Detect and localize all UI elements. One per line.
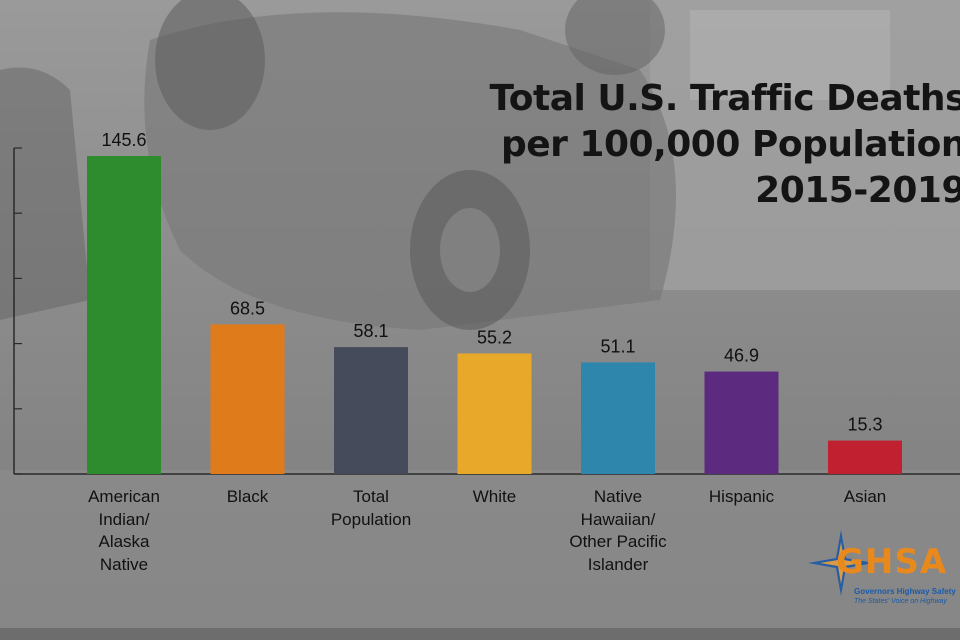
category-label-line: Asian: [843, 487, 887, 506]
value-label: 46.9: [724, 346, 759, 366]
value-label: 15.3: [847, 415, 882, 435]
logo-subtitle: Governors Highway Safety: [854, 587, 956, 596]
footer-band: [0, 628, 960, 640]
title-line-3: 2015-2019: [755, 170, 960, 211]
category-label-line: Black: [226, 487, 269, 506]
category-label-line: Total: [353, 487, 389, 506]
bar: [210, 324, 285, 474]
value-label: 68.5: [230, 298, 265, 318]
bar: [334, 347, 408, 474]
category-label: Total Population: [311, 486, 431, 531]
value-labels: 145.6 68.5 58.1 55.2 51.1 46.9 15.3: [101, 130, 882, 435]
category-label-line: American: [88, 487, 160, 506]
value-label: 51.1: [600, 336, 635, 356]
category-label-line: Islander: [587, 554, 649, 574]
category-label-line: Other Pacific: [569, 532, 667, 551]
category-label-line: Hawaiian/: [580, 509, 656, 529]
bar: [457, 353, 532, 474]
category-label-line: Native: [99, 554, 149, 574]
bar: [828, 440, 902, 474]
category-label: Asian: [805, 486, 925, 509]
value-label: 55.2: [477, 327, 512, 347]
category-label-line: Native: [593, 487, 643, 506]
logo-wordmark: GHSA: [836, 542, 948, 582]
bars: [87, 156, 902, 474]
value-label: 58.1: [353, 321, 388, 341]
chart-title: Total U.S. Traffic Deaths per 100,000 Po…: [406, 76, 960, 214]
logo-tagline: The States' Voice on Highway: [854, 598, 947, 605]
category-label: Native Hawaiian/Other Pacific Islander: [558, 486, 678, 576]
category-label: Black: [188, 486, 308, 509]
bar: [87, 156, 161, 474]
category-label: Hispanic: [682, 486, 802, 509]
category-label: American Indian/Alaska Native: [64, 486, 184, 576]
category-label-line: White: [472, 487, 517, 506]
compass-star-icon: [808, 530, 874, 596]
value-label: 145.6: [101, 130, 146, 150]
ghsa-logo: GHSA Governors Highway Safety The States…: [806, 528, 960, 618]
title-line-1: Total U.S. Traffic Deaths: [489, 78, 960, 119]
category-label-line: Population: [330, 509, 412, 529]
bar: [581, 362, 655, 474]
category-label-line: Alaska: [98, 532, 150, 551]
category-label-line: Indian/: [98, 509, 150, 529]
title-line-2: per 100,000 Population: [500, 124, 960, 165]
category-label-line: Hispanic: [708, 487, 775, 506]
bar: [704, 371, 779, 474]
category-label: White: [435, 486, 555, 509]
